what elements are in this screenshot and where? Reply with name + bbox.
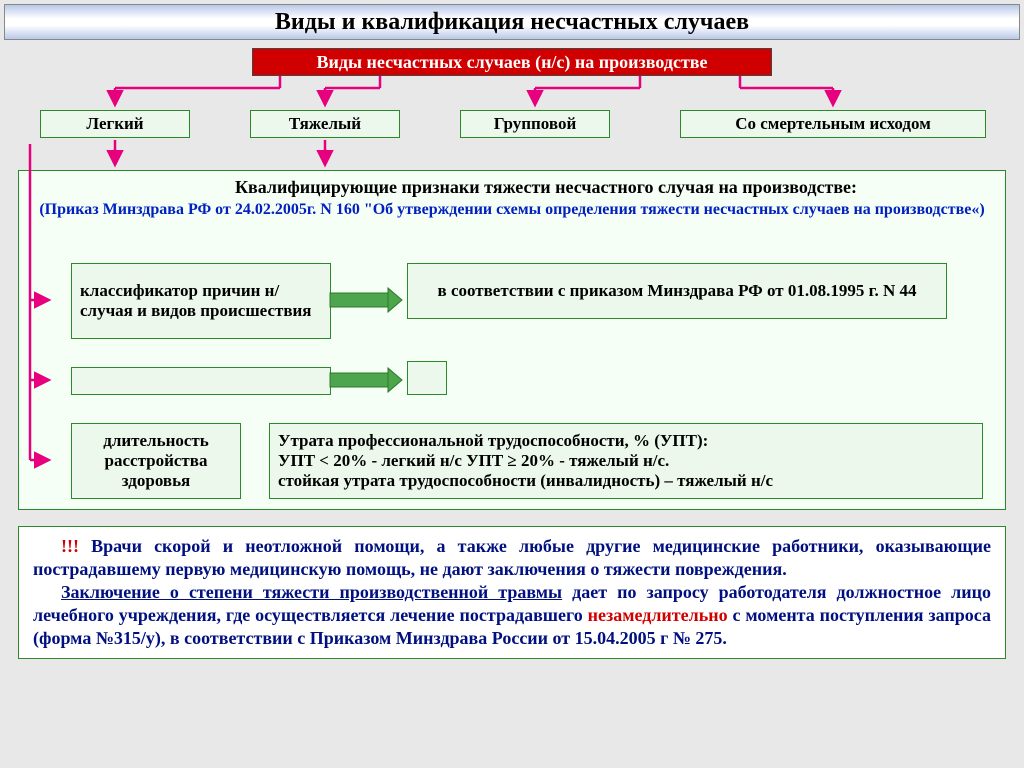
excl-mark: !!!: [61, 536, 79, 556]
panel-heading: Квалифицирующие признаки тяжести несчаст…: [99, 177, 993, 198]
bottom-p2-u: Заключение о степени тяжести производств…: [61, 582, 562, 602]
box-empty-right: [407, 361, 447, 395]
category-box-3: Со смертельным исходом: [680, 110, 986, 138]
types-bar: Виды несчастных случаев (н/с) на произво…: [252, 48, 772, 76]
box-order44: в соответствии с приказом Минздрава РФ о…: [407, 263, 947, 319]
category-box-0: Легкий: [40, 110, 190, 138]
category-box-2: Групповой: [460, 110, 610, 138]
category-box-1: Тяжелый: [250, 110, 400, 138]
bottom-p1: Врачи скорой и неотложной помощи, а такж…: [33, 536, 991, 579]
box-duration: длительность расстройства здоровья: [71, 423, 241, 499]
box-upt: Утрата профессиональной трудоспособности…: [269, 423, 983, 499]
criteria-panel: Квалифицирующие признаки тяжести несчаст…: [18, 170, 1006, 510]
bottom-note: !!! Врачи скорой и неотложной помощи, а …: [18, 526, 1006, 659]
page-title: Виды и квалификация несчастных случаев: [275, 9, 749, 36]
title-bar: Виды и квалификация несчастных случаев: [4, 4, 1020, 40]
bottom-p2-red: незамедлительно: [588, 605, 728, 625]
box-empty-left: [71, 367, 331, 395]
panel-subheading: (Приказ Минздрава РФ от 24.02.2005г. N 1…: [31, 201, 993, 219]
box-classifier: классификатор причин н/случая и видов пр…: [71, 263, 331, 339]
